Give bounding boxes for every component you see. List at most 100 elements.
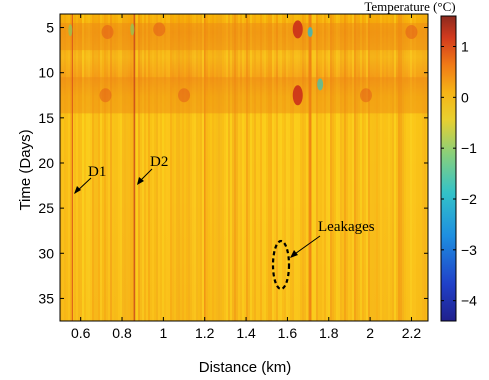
feature-line [204,14,206,321]
heatmap-stripe [328,14,330,321]
heatmap-stripe [60,14,62,321]
heatmap-stripe [296,14,298,321]
heatmap-stripe [306,14,308,321]
heatmap-stripe [336,14,338,321]
heatmap-stripe [222,14,224,321]
heatmap-stripe [86,14,88,321]
heatmap-stripe [138,14,140,321]
colorbar-tick-label: −3 [461,242,477,258]
heatmap-stripe [356,14,358,321]
annotation-d2-arrowhead [137,177,144,185]
heatmap-stripe [62,14,64,321]
heatmap-stripe [388,14,390,321]
heatmap-stripe [298,14,300,321]
feature-line [309,14,312,321]
heatmap-stripe [372,14,374,321]
colorbar-ticks: 1 0 −1 −2 −3 −4 [441,39,477,309]
colorbar-tick-label: 0 [461,89,469,105]
x-tick-label: 0.8 [112,325,132,341]
heatmap-stripe [346,14,348,321]
y-tick-label: 25 [38,200,54,216]
heatmap-stripe [262,14,264,321]
heatmap-stripe [158,14,160,321]
heatmap-stripe [144,14,146,321]
heatmap-stripe [364,14,366,321]
heatmap-stripe [408,14,410,321]
heatmap-stripe [250,14,252,321]
heatmap-stripe [182,14,184,321]
cold-spot [307,27,313,38]
heatmap-stripe [70,14,72,321]
heatmap-stripe [294,14,296,321]
annotation-d2: D2 [150,154,168,170]
heatmap-stripe [284,14,286,321]
heatmap-stripe [116,14,118,321]
heatmap-stripe [344,14,346,321]
heatmap-stripe [178,14,180,321]
y-tick-label: 30 [38,245,54,261]
heatmap-stripe [224,14,226,321]
heatmap-stripe [406,14,408,321]
y-tick-label: 10 [38,65,54,81]
x-tick-label: 2 [366,325,374,341]
heatmap-stripe [84,14,86,321]
heatmap-stripe [422,14,424,321]
colorbar: Temperature (°C) 1 0 −1 −2 −3 −4 [364,0,477,322]
heatmap-stripe [282,14,284,321]
heatmap-stripe [318,14,320,321]
heatmap-stripe [232,14,234,321]
heatmap-stripe [124,14,126,321]
heatmap-stripe [206,14,208,321]
colorbar-tick-label: 1 [461,39,469,55]
heatmap-stripe [288,14,290,321]
y-axis-label: Time (Days) [17,129,34,210]
heatmap-stripe [236,14,238,321]
heatmap-stripe [170,14,172,321]
heatmap-stripe [136,14,138,321]
heatmap-stripe [386,14,388,321]
heatmap-stripe [228,14,230,321]
x-tick-label: 1.8 [319,325,339,341]
heatmap-stripe [172,14,174,321]
heatmap-stripe [324,14,326,321]
heatmap-stripe [246,14,248,321]
heatmap-stripe [196,14,198,321]
x-tick-label: 2.2 [402,325,422,341]
heatmap-stripe [354,14,356,321]
colorbar-tick-label: −1 [461,140,477,156]
heatmap-stripe [218,14,220,321]
heatmap-stripe [390,14,392,321]
heatmap-stripe [418,14,420,321]
heatmap-stripe [304,14,306,321]
y-tick-label: 15 [38,110,54,126]
annotation-d1-arrowhead [74,186,81,194]
heatmap-stripe [188,14,190,321]
heatmap-stripe [78,14,80,321]
y-tick-label: 5 [46,20,54,36]
heatmap-stripe [142,14,144,321]
heatmap-stripe [118,14,120,321]
heatmap-stripe [96,14,98,321]
heatmap-stripe [348,14,350,321]
hot-spot [292,85,303,106]
heatmap-stripe [254,14,256,321]
heatmap-stripe [146,14,148,321]
heatmap-stripe [238,14,240,321]
heatmap-stripe [426,14,428,321]
heatmap-stripe [68,14,70,321]
heatmap-stripe [168,14,170,321]
heatmap-stripe [176,14,178,321]
colorbar-tick-label: −2 [461,191,477,207]
x-axis: 0.6 0.8 1 1.2 1.4 1.6 1.8 2 2.2 [71,14,421,341]
heatmap-stripe [420,14,422,321]
heatmap-stripe [186,14,188,321]
warm-spot [178,88,191,103]
heatmap-stripe [130,14,132,321]
annotation-leakages: Leakages [318,219,375,235]
heatmap-stripe [128,14,130,321]
colorbar-tick-label: −4 [461,293,477,309]
heatmap-stripe [424,14,426,321]
heatmap-stripe [80,14,82,321]
x-tick-label: 1.2 [195,325,215,341]
heatmap-stripe [64,14,66,321]
